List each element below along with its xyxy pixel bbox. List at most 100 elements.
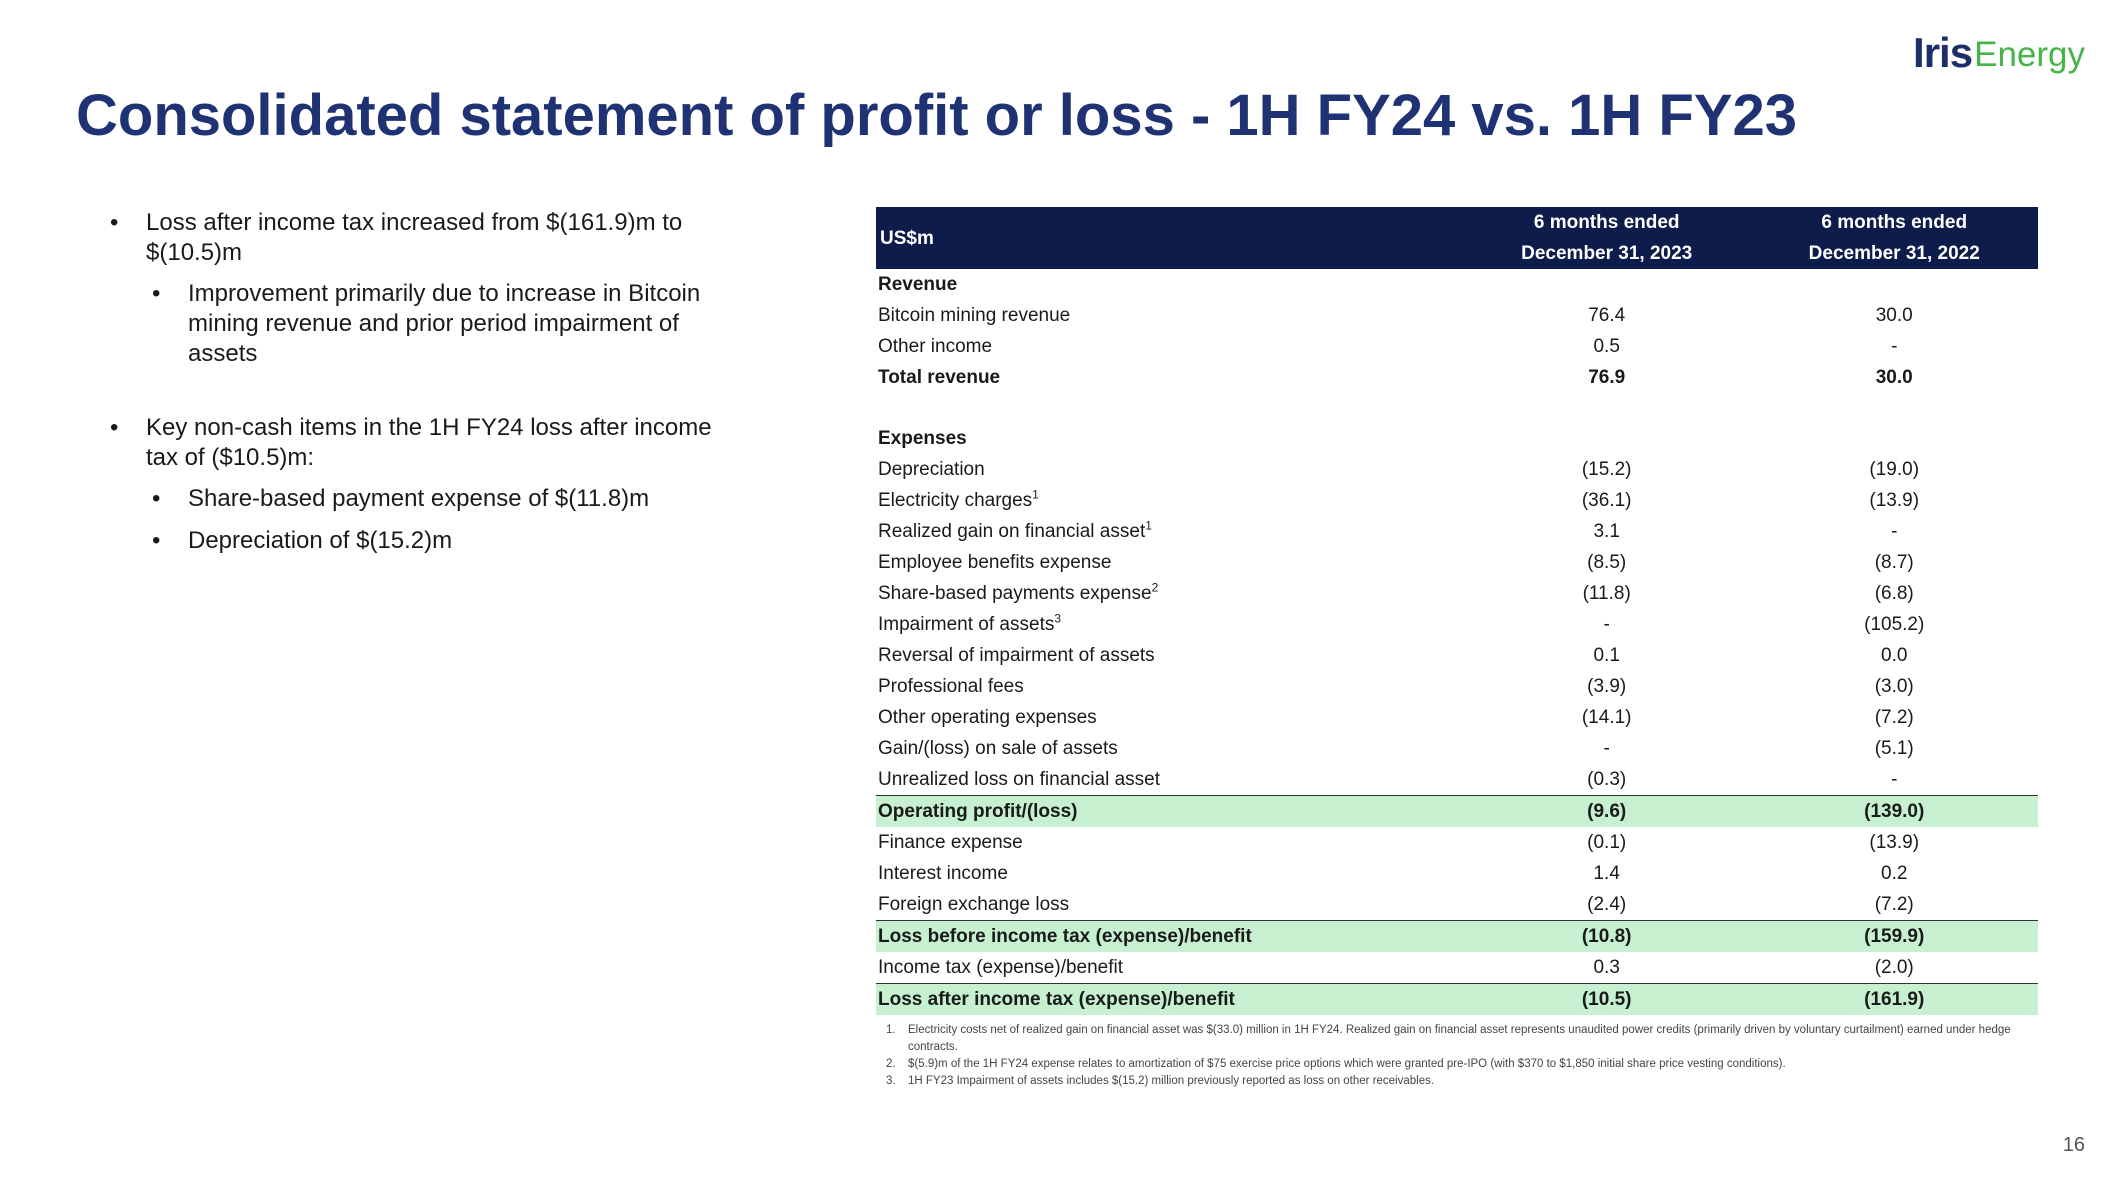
header-col-fy24-line1: 6 months ended [1533,212,1680,233]
footnote-marker: 2 [1151,580,1159,595]
table-row: Depreciation (15.2) (19.0) [876,454,2038,485]
row-label: Loss after income tax (expense)/benefit [876,983,1463,1015]
row-value-fy24: (14.1) [1581,707,1632,728]
row-value-fy23: 0.0 [1881,645,1908,666]
header-col-fy24-line2: December 31, 2023 [1521,243,1693,264]
row-value-fy23: (7.2) [1874,894,1914,915]
row-value-fy23: (13.9) [1869,490,1920,511]
footnote: 1. Electricity costs net of realized gai… [886,1022,2016,1056]
row-value-fy23 [1750,269,2038,300]
row-value-fy24: 0.5 [1593,336,1620,357]
row-value-fy24: 76.4 [1588,305,1626,326]
row-label: Interest income [878,863,1008,884]
row-value-fy23: (3.0) [1874,676,1914,697]
row-label-cell: Electricity charges1 [876,485,1463,516]
row-value-fy24: - [1603,738,1610,759]
row-value-fy24: (36.1) [1581,490,1632,511]
footnotes: 1. Electricity costs net of realized gai… [886,1022,2016,1090]
row-value-fy23: (139.0) [1750,795,2038,827]
row-label: Loss before income tax (expense)/benefit [876,920,1463,952]
row-value-fy24: 0.3 [1593,957,1620,978]
table-row-revenue-heading: Revenue [876,269,2038,300]
sub-bullet-item: Improvement primarily due to increase in… [152,279,730,369]
table-row: Employee benefits expense (8.5) (8.7) [876,547,2038,578]
row-value-fy23: (19.0) [1869,459,1920,480]
row-value-fy23: (5.1) [1874,738,1914,759]
footnote-text: $(5.9)m of the 1H FY24 expense relates t… [908,1058,1786,1070]
row-value-fy24: (0.1) [1587,832,1627,853]
row-value-fy23: (159.9) [1750,920,2038,952]
row-label-cell: Share-based payments expense2 [876,578,1463,609]
table-row: Reversal of impairment of assets 0.1 0.0 [876,640,2038,671]
row-value-fy23: (2.0) [1874,957,1914,978]
table-row: Share-based payments expense2 (11.8) (6.… [876,578,2038,609]
row-label: Bitcoin mining revenue [878,305,1071,326]
profit-loss-table: US$m 6 months ended December 31, 2023 6 … [876,207,2038,1015]
row-value-fy23: (161.9) [1750,983,2038,1015]
row-label: Reversal of impairment of assets [878,645,1155,666]
page-title: Consolidated statement of profit or loss… [76,83,1798,148]
row-value-fy23 [1750,423,2038,454]
header-col-fy24: 6 months ended December 31, 2023 [1462,207,1751,269]
row-label: Income tax (expense)/benefit [878,957,1124,978]
row-value-fy24: 76.9 [1588,367,1626,388]
table-row: Impairment of assets3 - (105.2) [876,609,2038,640]
row-label: Expenses [878,428,967,449]
header-col-fy23-line2: December 31, 2022 [1808,243,1980,264]
table-row: Other operating expenses (14.1) (7.2) [876,702,2038,733]
row-value-fy24: (9.6) [1462,795,1751,827]
table-row-operating-profit: Operating profit/(loss) (9.6) (139.0) [876,795,2038,827]
row-value-fy24: (2.4) [1587,894,1627,915]
row-label: Realized gain on financial asset [878,521,1146,542]
row-label: Impairment of assets [878,614,1055,635]
footnote-marker: 3 [1054,611,1062,626]
row-label: Other operating expenses [878,707,1097,728]
sub-bullet-item: Share-based payment expense of $(11.8)m [152,484,730,514]
row-value-fy23: 0.2 [1881,863,1908,884]
footnote-text: 1H FY23 Impairment of assets includes $(… [908,1075,1435,1087]
row-label: Finance expense [878,832,1023,853]
row-value-fy24: 3.1 [1593,521,1620,542]
footnote-number: 3. [886,1075,896,1087]
row-value-fy24: 1.4 [1593,863,1620,884]
table-row: Realized gain on financial asset1 3.1 - [876,516,2038,547]
row-value-fy23: (7.2) [1874,707,1914,728]
logo-energy-text: Energy [1974,35,2085,74]
row-label: Total revenue [878,367,1001,388]
row-value-fy24: - [1603,614,1610,635]
sub-bullet-item: Depreciation of $(15.2)m [152,526,730,556]
row-label: Gain/(loss) on sale of assets [878,738,1118,759]
table-header-row: US$m 6 months ended December 31, 2023 6 … [876,207,2038,269]
row-value-fy23: (13.9) [1869,832,1920,853]
row-label-cell: Realized gain on financial asset1 [876,516,1463,547]
table-row-loss-before-tax: Loss before income tax (expense)/benefit… [876,920,2038,952]
row-value-fy23: (105.2) [1864,614,1925,635]
table-row: Foreign exchange loss (2.4) (7.2) [876,889,2038,921]
footnote-marker: 1 [1145,518,1152,533]
row-value-fy24: (8.5) [1587,552,1627,573]
row-label: Professional fees [878,676,1024,697]
row-value-fy23: 30.0 [1875,305,1913,326]
footnote: 2. $(5.9)m of the 1H FY24 expense relate… [886,1056,2016,1073]
bullet-item: Key non-cash items in the 1H FY24 loss a… [110,413,730,473]
table-row-expenses-heading: Expenses [876,423,2038,454]
row-label: Revenue [878,274,958,295]
table-row: Interest income 1.4 0.2 [876,858,2038,889]
row-value-fy23: - [1891,521,1898,542]
footnote-text: Electricity costs net of realized gain o… [908,1024,2011,1053]
footnote-marker: 1 [1032,487,1039,502]
row-value-fy24: 0.1 [1593,645,1620,666]
table-row: Unrealized loss on financial asset (0.3)… [876,764,2038,796]
row-value-fy24: (3.9) [1587,676,1627,697]
page-number: 16 [2062,1134,2085,1156]
row-value-fy23: (6.8) [1874,583,1914,604]
row-value-fy23: - [1891,336,1898,357]
row-value-fy23: 30.0 [1875,367,1913,388]
footnote: 3. 1H FY23 Impairment of assets includes… [886,1073,2016,1090]
table-row: Professional fees (3.9) (3.0) [876,671,2038,702]
table-spacer-row [876,393,2038,423]
company-logo: Iris Energy [1913,26,2085,74]
table-row: Finance expense (0.1) (13.9) [876,827,2038,858]
row-label: Share-based payments expense [878,583,1152,604]
footnote-number: 2. [886,1058,896,1070]
